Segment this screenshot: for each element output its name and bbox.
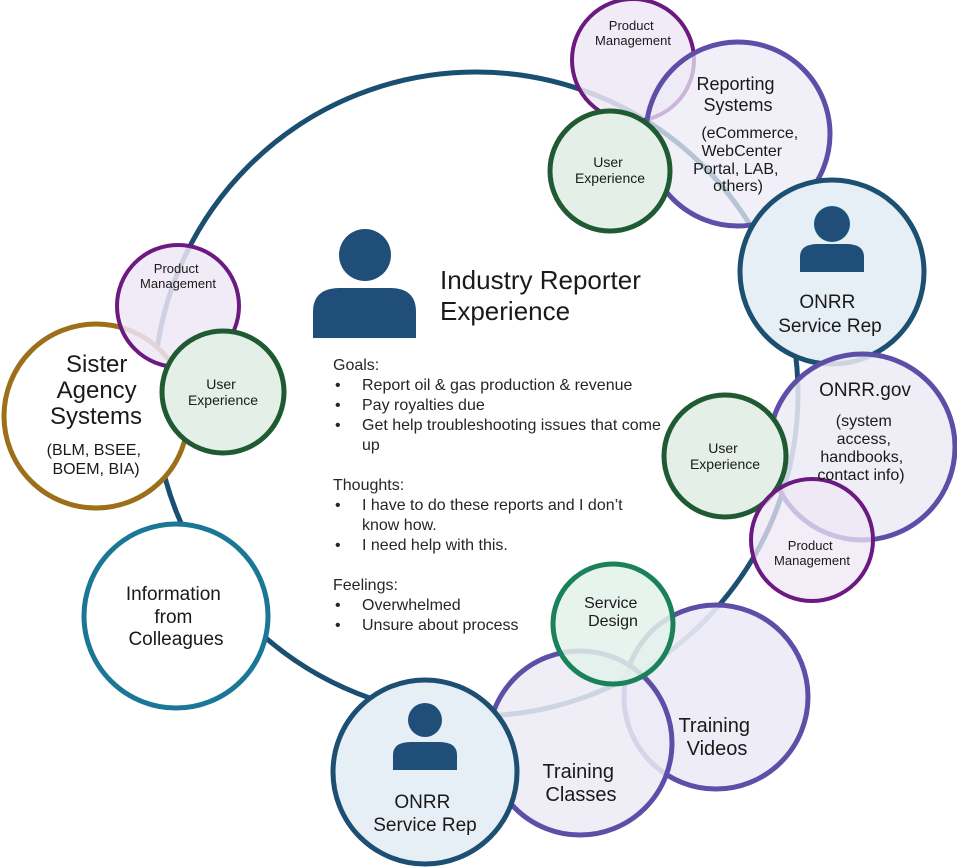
- reporting-systems-sublabel: (eCommerce, WebCenter Portal, LAB, other…: [693, 125, 803, 195]
- onrr-service-rep-label-right: ONRR Service Rep: [778, 292, 882, 337]
- user-experience-node-top: [547, 108, 673, 234]
- training-classes-node: [485, 648, 675, 838]
- user-experience-label-right: User Experience: [690, 440, 760, 472]
- sister-agency-systems-sublabel: (BLM, BSEE, BOEM, BIA): [47, 442, 146, 478]
- feelings-heading: Feelings:: [333, 577, 398, 594]
- center-title-line: Experience: [440, 296, 570, 326]
- product-management-label-right: Product Management: [774, 538, 850, 568]
- product-management-label-left: Product Management: [140, 261, 216, 291]
- user-experience-node-right: [661, 392, 789, 520]
- person-icon: [313, 229, 416, 338]
- feeling-item: Unsure about process: [333, 616, 663, 636]
- information-from-colleagues-node: [81, 521, 271, 711]
- goals-list: Report oil & gas production & revenue Pa…: [333, 376, 663, 456]
- onrr-service-rep-node-bottom: [330, 677, 520, 867]
- goals-heading: Goals:: [333, 357, 380, 374]
- onrr-gov-sublabel: (system access, handbooks, contact info): [817, 413, 907, 484]
- product-management-label-top: Product Management: [595, 18, 671, 48]
- thought-item: I need help with this.: [333, 536, 663, 556]
- goal-item: Get help troubleshooting issues that com…: [333, 416, 663, 456]
- feeling-item: Overwhelmed: [333, 596, 663, 616]
- person-icon: [800, 206, 864, 272]
- persona-details: Goals: Report oil & gas production & rev…: [333, 356, 663, 636]
- training-classes-label: Training Classes: [542, 761, 619, 806]
- center-title: Industry Reporter Experience: [440, 265, 648, 326]
- goal-item: Report oil & gas production & revenue: [333, 376, 663, 396]
- user-experience-node-left: [159, 328, 287, 456]
- thought-item: I have to do these reports and I don’t k…: [333, 496, 663, 536]
- product-management-node-right: [749, 477, 875, 603]
- onrr-gov-label: ONRR.gov: [819, 380, 911, 401]
- user-experience-label-left: User Experience: [188, 376, 258, 408]
- feelings-list: Overwhelmed Unsure about process: [333, 596, 663, 636]
- user-experience-label-top: User Experience: [575, 154, 645, 186]
- sister-agency-systems-label: Sister Agency Systems: [50, 351, 143, 430]
- reporting-systems-label: Reporting Systems: [696, 74, 779, 115]
- training-videos-label: Training Videos: [678, 715, 755, 760]
- information-from-colleagues-label: Information from Colleagues: [126, 584, 226, 650]
- thoughts-heading: Thoughts:: [333, 477, 405, 494]
- center-title-line: Industry Reporter: [440, 265, 641, 295]
- person-icon: [393, 703, 457, 770]
- goal-item: Pay royalties due: [333, 396, 663, 416]
- onrr-service-rep-label-bottom: ONRR Service Rep: [373, 792, 477, 836]
- thoughts-list: I have to do these reports and I don’t k…: [333, 496, 663, 556]
